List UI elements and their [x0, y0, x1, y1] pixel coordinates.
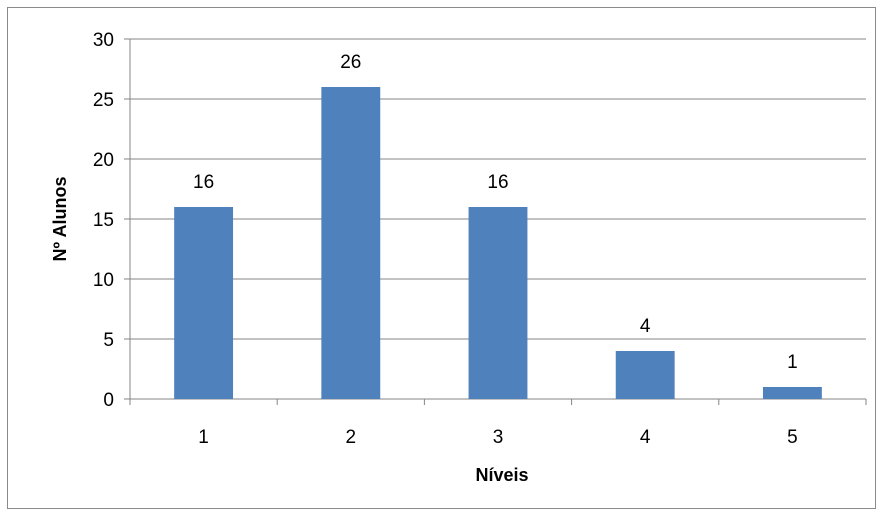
bar — [615, 351, 675, 399]
y-tick-label: 20 — [93, 150, 114, 171]
y-tick-label: 5 — [103, 330, 114, 351]
bar — [321, 87, 381, 399]
y-tick-label: 30 — [93, 30, 114, 51]
bar — [762, 387, 822, 399]
y-tick-labels: 0 5 10 15 20 25 30 — [93, 30, 114, 411]
y-tick-label: 10 — [93, 270, 114, 291]
bar — [468, 207, 528, 399]
x-axis-title: Níveis — [475, 465, 528, 485]
bar — [174, 207, 234, 399]
x-tick-label: 3 — [493, 427, 504, 448]
data-label: 16 — [193, 172, 214, 193]
x-tick-label: 1 — [198, 427, 209, 448]
gridlines — [124, 38, 867, 405]
y-axis-title: Nº Alunos — [50, 177, 70, 262]
data-labels: 16 26 16 4 1 — [193, 52, 798, 373]
x-tick-label: 4 — [640, 427, 651, 448]
y-tick-label: 25 — [93, 90, 114, 111]
y-tick-label: 15 — [93, 210, 114, 231]
x-tick-labels: 1 2 3 4 5 — [198, 427, 797, 448]
x-tick-label: 5 — [787, 427, 798, 448]
data-label: 1 — [787, 352, 798, 373]
y-tick-label: 0 — [103, 390, 114, 411]
data-label: 4 — [640, 316, 651, 337]
data-label: 16 — [487, 172, 508, 193]
chart-frame — [7, 7, 876, 509]
bars — [174, 87, 822, 399]
x-tick-label: 2 — [346, 427, 357, 448]
data-label: 26 — [340, 52, 361, 73]
